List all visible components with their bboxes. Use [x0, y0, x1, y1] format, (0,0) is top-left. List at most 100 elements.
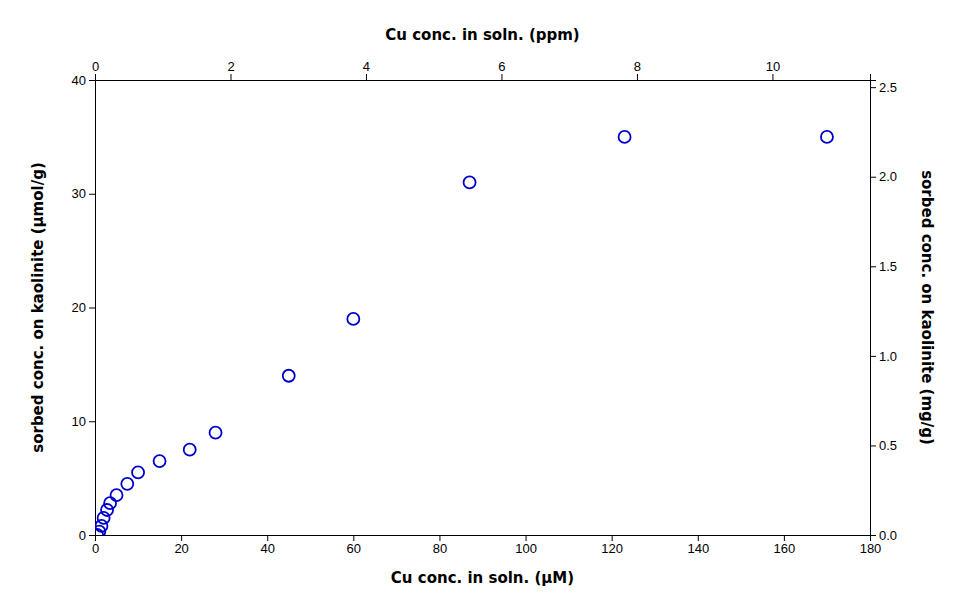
tick-mark: [698, 535, 699, 541]
tick-mark: [612, 535, 613, 541]
tick: 2.5: [870, 80, 897, 95]
axis-line: [96, 536, 871, 542]
tick: 160: [774, 535, 796, 556]
tick-label: 20: [72, 300, 86, 315]
tick-label: 40: [72, 73, 86, 88]
point: [111, 489, 123, 501]
tick: 0: [92, 535, 99, 556]
point: [210, 427, 222, 439]
tick-mark: [870, 177, 876, 178]
tick: 10: [72, 414, 95, 429]
tick-label: 40: [260, 541, 274, 556]
tick-label: 10: [72, 414, 86, 429]
tick: 6: [498, 59, 505, 80]
plot: 0204060801001201401601800246810010203040…: [29, 26, 936, 587]
tick-mark: [870, 535, 876, 536]
tick-mark: [439, 535, 440, 541]
tick: 140: [687, 535, 709, 556]
point: [464, 176, 476, 188]
tick-mark: [637, 74, 638, 80]
tick-mark: [181, 535, 182, 541]
tick-mark: [526, 535, 527, 541]
tick: 0.0: [870, 528, 897, 543]
tick-label: 180: [860, 541, 882, 556]
tick-mark: [267, 535, 268, 541]
axis-line: [871, 81, 877, 536]
y2-axis: 0.0 0.5 1.0 1.5 2.0 2.5: [870, 80, 897, 543]
tick-label: 30: [72, 186, 86, 201]
tick-mark: [772, 74, 773, 80]
tick-mark: [366, 74, 367, 80]
tick-mark: [89, 194, 95, 195]
tick: 80: [433, 535, 447, 556]
tick: 30: [72, 186, 95, 201]
point: [154, 455, 166, 467]
tick-mark: [89, 308, 95, 309]
x2-axis-title: Cu conc. in soln. (ppm): [385, 26, 579, 44]
tick-mark: [784, 535, 785, 541]
y2-axis-title: sorbed conc. on kaolinite (mg/g): [918, 170, 936, 445]
tick-label: 20: [174, 541, 188, 556]
tick: 40: [260, 535, 274, 556]
tick: 1.5: [870, 259, 897, 274]
tick-label: 120: [601, 541, 623, 556]
point: [283, 370, 295, 382]
tick-mark: [353, 535, 354, 541]
tick-label: 0.5: [879, 438, 897, 453]
tick-label: 1.0: [879, 349, 897, 364]
tick: 20: [174, 535, 188, 556]
tick: 120: [601, 535, 623, 556]
tick-mark: [870, 266, 876, 267]
tick-mark: [870, 87, 876, 88]
point: [104, 497, 116, 509]
tick-label: 100: [515, 541, 537, 556]
tick: 20: [72, 300, 95, 315]
tick: 100: [515, 535, 537, 556]
tick-label: 2.0: [879, 169, 897, 184]
tick: 0: [79, 528, 95, 543]
tick: 0.5: [870, 438, 897, 453]
tick-label: 0: [92, 59, 99, 74]
tick-label: 4: [363, 59, 370, 74]
tick-mark: [230, 74, 231, 80]
point: [95, 520, 107, 532]
tick-label: 8: [634, 59, 641, 74]
tick-label: 2: [227, 59, 234, 74]
chart: 0204060801001201401601800246810010203040…: [0, 0, 965, 610]
tick: 60: [347, 535, 361, 556]
tick: 2: [227, 59, 234, 80]
tick: 4: [363, 59, 370, 80]
tick-label: 80: [433, 541, 447, 556]
point: [101, 504, 113, 516]
x-axis: 0 20 40 60 80 100 120 140 160 180: [92, 535, 881, 556]
point: [132, 466, 144, 478]
tick-mark: [95, 74, 96, 80]
axis-line: [96, 74, 871, 81]
tick: 10: [766, 59, 780, 80]
tick: 0: [92, 59, 99, 80]
tick-mark: [870, 356, 876, 357]
point: [121, 478, 133, 490]
tick-label: 6: [498, 59, 505, 74]
point: [347, 313, 359, 325]
tick-mark: [870, 445, 876, 446]
tick-label: 0: [79, 528, 86, 543]
tick-label: 160: [774, 541, 796, 556]
tick: 2.0: [870, 169, 897, 184]
point: [184, 444, 196, 456]
tick: 8: [634, 59, 641, 80]
tick-label: 0: [92, 541, 99, 556]
tick-label: 10: [766, 59, 780, 74]
tick: 40: [72, 73, 95, 88]
tick-mark: [89, 535, 95, 536]
axis-line: [89, 81, 96, 536]
x-axis-title: Cu conc. in soln. (μM): [391, 569, 574, 587]
point: [619, 131, 631, 143]
tick-label: 140: [687, 541, 709, 556]
tick-mark: [89, 421, 95, 422]
tick-label: 1.5: [879, 259, 897, 274]
point: [821, 131, 833, 143]
tick-mark: [89, 80, 95, 81]
tick: 1.0: [870, 349, 897, 364]
x2-axis: 0 2 4 6 8 10: [92, 59, 871, 81]
